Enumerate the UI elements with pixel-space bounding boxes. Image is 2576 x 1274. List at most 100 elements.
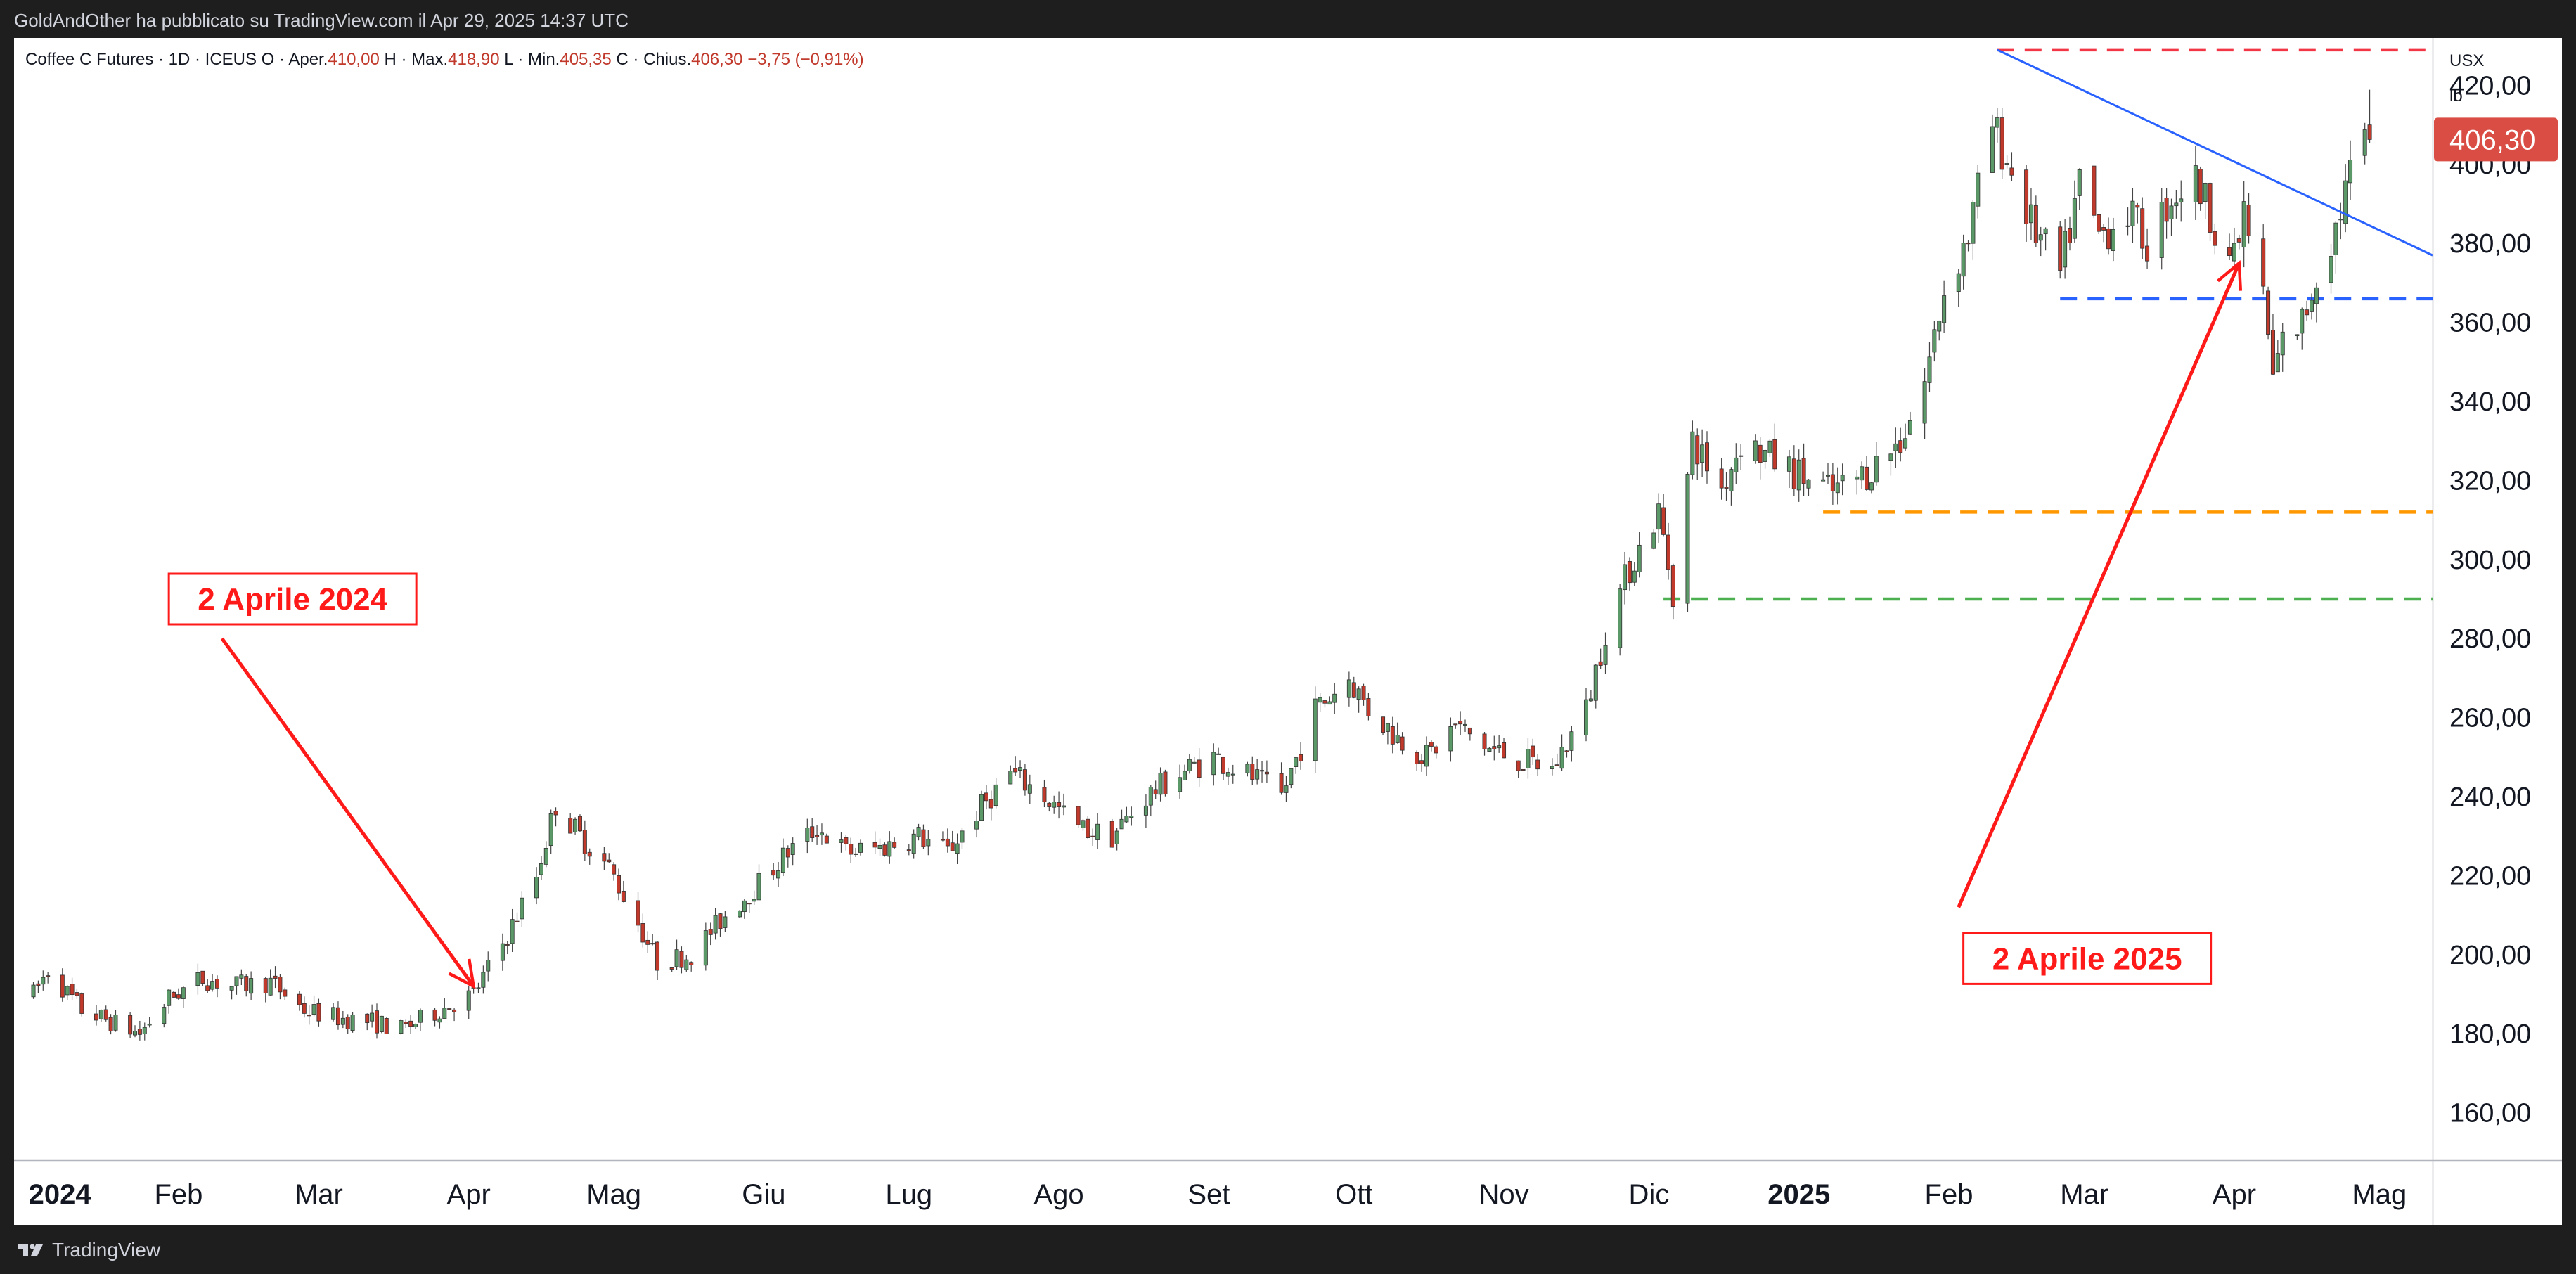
candle [302, 996, 307, 1018]
candle-body [1395, 735, 1400, 743]
candle [539, 855, 543, 880]
candle [176, 988, 181, 1000]
candle [679, 946, 684, 974]
candle [181, 986, 186, 1008]
annotation-box[interactable] [1962, 932, 2213, 985]
candle [345, 1014, 350, 1034]
candle-body [365, 1013, 370, 1024]
candle-body [844, 837, 849, 844]
candle [370, 1004, 375, 1028]
candle [718, 913, 723, 937]
candle-body [805, 828, 810, 842]
candle [331, 1003, 336, 1022]
candle [1956, 269, 1961, 307]
candle [2241, 181, 2246, 268]
candle-body [1381, 716, 1386, 733]
candle-body [311, 1004, 316, 1015]
candle-body [872, 842, 877, 848]
last-price-badge[interactable]: 406,30 [2434, 117, 2558, 162]
candle-body [2329, 256, 2333, 283]
candle-body [1429, 742, 1434, 747]
candle-body [2009, 167, 2014, 176]
candle-body [713, 915, 718, 934]
candle-body [1225, 772, 1230, 777]
candle-body [674, 949, 679, 967]
candle-body [1356, 688, 1361, 700]
candle [1724, 472, 1729, 501]
candle-body [950, 842, 955, 851]
annotation-arrow[interactable] [1957, 263, 2239, 908]
price-tick-label: 200,00 [2449, 941, 2531, 970]
annotation-arrow[interactable] [220, 637, 474, 986]
horizontal-levels [1663, 48, 2433, 601]
candle-body [418, 1010, 423, 1023]
tradingview-brand[interactable]: TradingView [17, 1239, 160, 1261]
time-tick-label: Apr [2213, 1179, 2256, 1210]
candle [418, 1008, 423, 1031]
candle [1390, 716, 1395, 754]
candle-body [1670, 565, 1675, 607]
candle [1289, 768, 1294, 789]
candle [2063, 219, 2068, 279]
candle [1670, 563, 1675, 620]
candle [1381, 716, 1386, 735]
candle [1685, 472, 1690, 612]
candle-body [974, 821, 979, 830]
candle [621, 880, 626, 903]
candle-body [1143, 805, 1148, 816]
candle [1559, 734, 1564, 771]
candle-body [1385, 723, 1390, 732]
candle-body [926, 839, 931, 847]
candle [1898, 427, 1903, 462]
candle [413, 1023, 418, 1029]
candle-body [1178, 777, 1183, 792]
candle [1052, 795, 1057, 814]
price-tick-label: 180,00 [2449, 1019, 2531, 1049]
price-tick-label: 240,00 [2449, 783, 2531, 812]
candle-body [1865, 466, 1869, 490]
candle [926, 830, 931, 856]
candle [1216, 747, 1221, 755]
trendline[interactable] [1997, 49, 2433, 257]
candle [311, 995, 316, 1017]
candle [2261, 224, 2266, 295]
candle-body [2232, 243, 2236, 262]
candle [2092, 165, 2097, 218]
candle-body [684, 959, 689, 970]
candle [399, 1018, 404, 1035]
annotation-1[interactable]: 2 Aprile 2024 [167, 572, 474, 986]
candle-body [2208, 183, 2213, 233]
candle-body [2111, 229, 2115, 251]
candle [210, 974, 215, 992]
candle [1322, 699, 1327, 708]
annotation-label: 2 Aprile 2025 [1992, 941, 2182, 976]
candle-body [239, 974, 244, 979]
candle-body [1898, 440, 1903, 453]
candle [1385, 723, 1390, 745]
candle [1221, 756, 1226, 780]
candle [1835, 467, 1840, 505]
legend-close-name: C · Chius. [616, 50, 691, 69]
candle [94, 1005, 98, 1026]
candle-body [1153, 789, 1158, 794]
time-tick-label: Mar [2060, 1179, 2108, 1210]
candle [447, 1008, 452, 1010]
annotation-2[interactable]: 2 Aprile 2025 [1957, 263, 2239, 985]
candle [297, 991, 302, 1011]
candle-body [1569, 731, 1574, 751]
candle [1796, 449, 1801, 502]
candle-body [785, 848, 790, 858]
candle-body [940, 839, 945, 841]
price-chart[interactable]: 2 Aprile 2024 2 Aprile 2025 160,00 180,00 2… [14, 38, 2562, 1225]
candle [31, 982, 36, 999]
candle [1806, 479, 1811, 496]
candle-body [36, 983, 41, 986]
annotation-box[interactable] [167, 572, 418, 626]
candle [239, 969, 244, 986]
candle [1588, 690, 1593, 702]
candle-body [1583, 699, 1588, 736]
candle-body [1907, 420, 1912, 435]
candle-body [916, 827, 921, 837]
candle [2024, 165, 2029, 242]
candle-body [1434, 746, 1438, 754]
